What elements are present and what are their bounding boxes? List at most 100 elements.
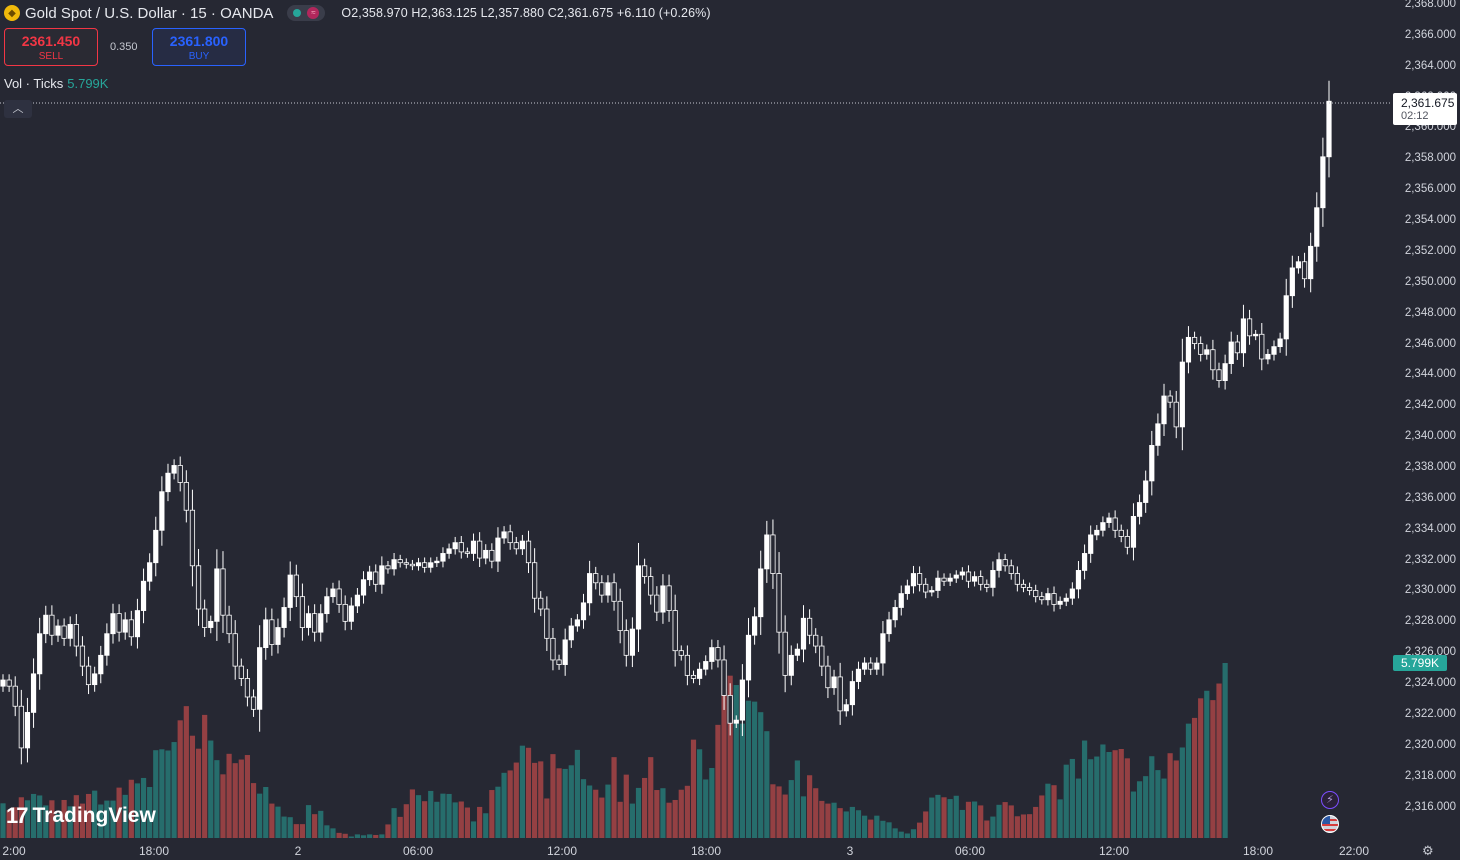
candle-up[interactable] [580, 602, 587, 621]
candle-up[interactable] [990, 570, 996, 588]
candle-down[interactable] [269, 619, 275, 645]
candle-up[interactable] [1143, 480, 1149, 503]
candle-up[interactable] [709, 647, 715, 662]
candle-down[interactable] [293, 574, 299, 598]
candle-down[interactable] [6, 679, 12, 687]
sell-button[interactable]: 2361.450 SELL [4, 28, 98, 66]
candle-up[interactable] [935, 577, 941, 591]
candle-up[interactable] [660, 585, 666, 613]
candle-up[interactable] [1253, 333, 1259, 337]
candle-up[interactable] [24, 712, 31, 749]
candle-up[interactable] [140, 580, 147, 611]
candle-up[interactable] [1295, 261, 1302, 269]
candle-down[interactable] [177, 465, 183, 483]
candle-down[interactable] [593, 573, 599, 584]
candle-up[interactable] [1075, 570, 1082, 590]
candle-up[interactable] [635, 565, 642, 630]
candle-up[interactable] [996, 559, 1002, 571]
candle-up[interactable] [800, 617, 807, 650]
candle-down[interactable] [73, 624, 79, 647]
candle-down[interactable] [1259, 333, 1265, 360]
candle-up[interactable] [147, 562, 153, 582]
candle-up[interactable] [495, 537, 501, 562]
candle-down[interactable] [1118, 529, 1124, 537]
candle-up[interactable] [733, 719, 739, 724]
candle-up[interactable] [574, 619, 580, 627]
candle-down[interactable] [727, 695, 733, 724]
candle-up[interactable] [1222, 363, 1228, 381]
candle-down[interactable] [1008, 565, 1014, 574]
candle-up[interactable] [752, 616, 758, 636]
candle-down[interactable] [599, 582, 605, 596]
candle-down[interactable] [544, 608, 550, 639]
candle-up[interactable] [1271, 346, 1277, 355]
candle-up[interactable] [470, 540, 477, 554]
symbol-title[interactable]: Gold Spot / U.S. Dollar · 15 · OANDA [25, 4, 274, 22]
candle-down[interactable] [868, 662, 874, 670]
candle-up[interactable] [263, 619, 269, 648]
candle-up[interactable] [794, 648, 800, 656]
candle-down[interactable] [623, 630, 629, 656]
candle-down[interactable] [385, 565, 391, 570]
candle-down[interactable] [1216, 369, 1222, 381]
candle-up[interactable] [1265, 353, 1271, 360]
candle-up[interactable] [428, 562, 434, 568]
candle-down[interactable] [489, 549, 495, 562]
candle-up[interactable] [98, 654, 104, 675]
candle-down[interactable] [422, 562, 428, 568]
candle-up[interactable] [305, 613, 312, 628]
candle-up[interactable] [354, 594, 361, 607]
candle-down[interactable] [550, 637, 556, 661]
price-axis[interactable]: 2,368.0002,366.0002,364.0002,362.0002,36… [1392, 0, 1460, 838]
candle-down[interactable] [128, 619, 134, 638]
candle-up[interactable] [1081, 553, 1088, 571]
candle-up[interactable] [1320, 156, 1326, 209]
candle-down[interactable] [12, 685, 18, 707]
candle-up[interactable] [324, 596, 330, 615]
candle-down[interactable] [923, 583, 929, 593]
candle-up[interactable] [434, 560, 440, 564]
candle-up[interactable] [452, 542, 458, 550]
candle-up[interactable] [318, 613, 324, 633]
candle-down[interactable] [916, 573, 923, 585]
candle-up[interactable] [1136, 502, 1143, 517]
candle-down[interactable] [397, 559, 403, 564]
candle-up[interactable] [501, 531, 507, 539]
candle-down[interactable] [61, 625, 67, 639]
candle-down[interactable] [464, 551, 471, 554]
candle-down[interactable] [965, 571, 972, 582]
candle-up[interactable] [379, 565, 385, 585]
candle-down[interactable] [721, 659, 727, 696]
candle-up[interactable] [1314, 207, 1320, 247]
candle-down[interactable] [85, 665, 92, 686]
candle-up[interactable] [1289, 267, 1295, 297]
candle-down[interactable] [507, 531, 513, 544]
candle-up[interactable] [1228, 341, 1234, 365]
candle-up[interactable] [1063, 597, 1069, 602]
candle-down[interactable] [1234, 341, 1240, 354]
candle-up[interactable] [391, 559, 397, 570]
candle-down[interactable] [477, 540, 483, 559]
candle-down[interactable] [642, 565, 648, 577]
candle-up[interactable] [1100, 522, 1106, 531]
candle-up[interactable] [171, 465, 177, 474]
candle-down[interactable] [525, 540, 532, 564]
candle-down[interactable] [403, 562, 409, 565]
candle-up[interactable] [1155, 423, 1161, 446]
candle-up[interactable] [37, 633, 43, 675]
candle-up[interactable] [360, 579, 367, 596]
lightning-icon[interactable]: ⚡ [1321, 791, 1339, 809]
candle-up[interactable] [287, 574, 293, 608]
candle-up[interactable] [122, 619, 128, 633]
candle-down[interactable] [1246, 318, 1253, 337]
candle-up[interactable] [1057, 600, 1063, 605]
candle-up[interactable] [971, 576, 978, 582]
candle-up[interactable] [568, 625, 574, 641]
candle-up[interactable] [910, 573, 917, 587]
candle-up[interactable] [55, 625, 61, 636]
candle-up[interactable] [519, 540, 526, 550]
market-status-toggles[interactable]: ≈ [287, 5, 326, 21]
candle-up[interactable] [1130, 516, 1137, 548]
candle-up[interactable] [330, 588, 336, 598]
candle-up[interactable] [861, 662, 868, 670]
